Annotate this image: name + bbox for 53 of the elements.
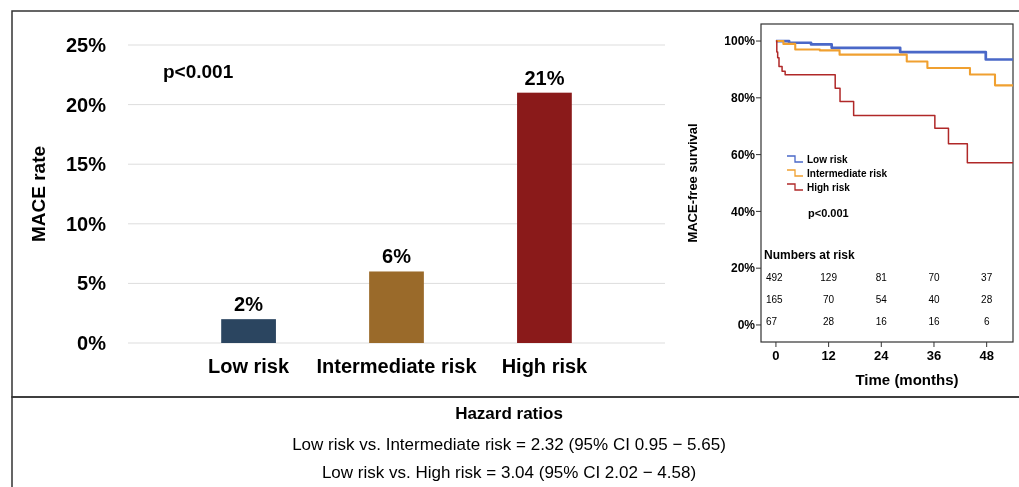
x-tick-label: 36 <box>926 348 942 363</box>
y-tick-label: 40% <box>730 204 756 219</box>
text: Low risk vs. High risk = 3.04 (95% CI 2.02 − 4.58) <box>321 463 697 482</box>
y-axis-title: MACE-free survival <box>685 123 700 243</box>
x-tick-label: Intermediate risk <box>316 355 478 377</box>
annotation: 54 <box>875 294 888 305</box>
annotation: p<0.001 <box>808 207 849 219</box>
annotation: Numbers at risk <box>764 248 856 262</box>
legend-label: Intermediate risk <box>807 168 888 179</box>
x-tick-label: 12 <box>821 348 836 363</box>
y-tick-label: 80% <box>730 91 756 106</box>
text: Low risk vs. Intermediate risk = 2.32 (95% CI 0.95 − 5.65) <box>292 435 726 454</box>
annotation: 81 <box>875 272 888 283</box>
annotation: 129 <box>820 272 838 283</box>
y-tick-label: 5% <box>77 272 107 295</box>
annotation: 16 <box>875 316 888 327</box>
y-tick-label: 25% <box>65 34 107 56</box>
legend-label: High risk <box>807 182 851 193</box>
annotation: 37 <box>981 272 993 283</box>
bar <box>517 92 572 343</box>
annotation: 40 <box>928 294 940 305</box>
x-axis-title: Time (months) <box>855 371 959 388</box>
y-tick-label: 20% <box>65 93 107 116</box>
annotation: 6 <box>983 316 990 327</box>
annotation: 70 <box>928 272 940 283</box>
data-label: 6% <box>382 245 412 268</box>
annotation: 28 <box>981 294 993 305</box>
y-tick-label: 0% <box>77 332 107 354</box>
annotation: p<0.001 <box>163 61 234 82</box>
x-tick-label: 48 <box>979 348 994 363</box>
annotation: 165 <box>765 294 784 305</box>
bar <box>221 319 276 343</box>
data-label: 2% <box>234 293 264 316</box>
text: Hazard ratios <box>455 404 563 423</box>
annotation: 70 <box>823 294 835 305</box>
x-tick-label: High risk <box>501 355 589 377</box>
y-tick-label: 100% <box>724 34 756 49</box>
y-tick-label: 10% <box>65 212 107 235</box>
annotation: 28 <box>823 316 835 327</box>
y-tick-label: 0% <box>737 318 756 333</box>
y-tick-label: 15% <box>65 153 107 176</box>
x-tick-label: Low risk <box>208 355 291 377</box>
annotation: 16 <box>928 316 940 327</box>
annotation: 492 <box>765 272 784 283</box>
y-axis-title: MACE rate <box>28 145 49 243</box>
y-tick-label: 20% <box>730 261 756 276</box>
x-tick-label: 0 <box>772 348 780 363</box>
x-tick-label: 24 <box>874 348 890 363</box>
annotation: 67 <box>765 316 778 327</box>
bar <box>369 271 424 343</box>
legend-label: Low risk <box>807 154 848 165</box>
data-label: 21% <box>524 66 565 89</box>
y-tick-label: 60% <box>730 147 756 162</box>
